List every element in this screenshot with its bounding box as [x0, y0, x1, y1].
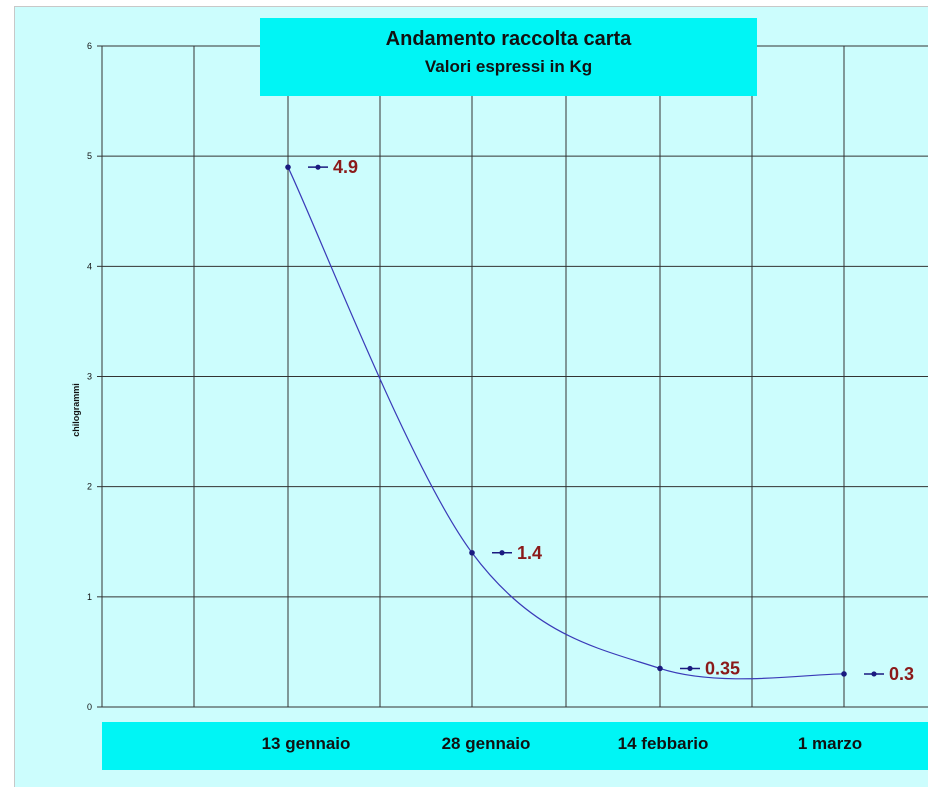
x-tick-label: 1 marzo: [797, 734, 863, 753]
data-point: [469, 549, 475, 556]
y-tick-label: 6: [87, 41, 92, 51]
y-tick-label: 4: [87, 261, 92, 271]
x-axis-band: [102, 722, 928, 770]
x-tick-label: 13 gennaio: [261, 734, 351, 753]
series-line: [287, 166, 845, 680]
data-point: [841, 671, 847, 677]
data-point: [285, 164, 291, 170]
data-label: 0.3: [889, 664, 914, 684]
x-tick-label: 14 febbario: [617, 734, 709, 753]
label-key-marker: [871, 671, 877, 677]
label-key-marker: [315, 164, 321, 170]
data-point: [657, 665, 663, 672]
data-label: 4.9: [333, 157, 358, 177]
label-key-marker: [687, 665, 693, 672]
y-tick-label: 3: [87, 372, 92, 382]
chart-area: [14, 6, 928, 787]
y-tick-label: 5: [87, 151, 92, 161]
y-tick-label: 2: [87, 482, 92, 492]
chart-subtitle: Valori espressi in Kg: [424, 57, 593, 76]
x-tick-label: 28 gennaio: [441, 734, 531, 753]
chart-title: Andamento raccolta carta: [385, 28, 632, 50]
data-label: 1.4: [517, 543, 542, 563]
label-key-marker: [499, 550, 505, 556]
data-label: 0.35: [705, 658, 740, 678]
chart-title-box: Andamento raccolta carta Valori espressi…: [260, 18, 757, 96]
y-axis-label: chilogrammi: [71, 383, 81, 437]
y-tick-label: 1: [87, 592, 92, 602]
y-tick-label: 0: [87, 702, 92, 712]
